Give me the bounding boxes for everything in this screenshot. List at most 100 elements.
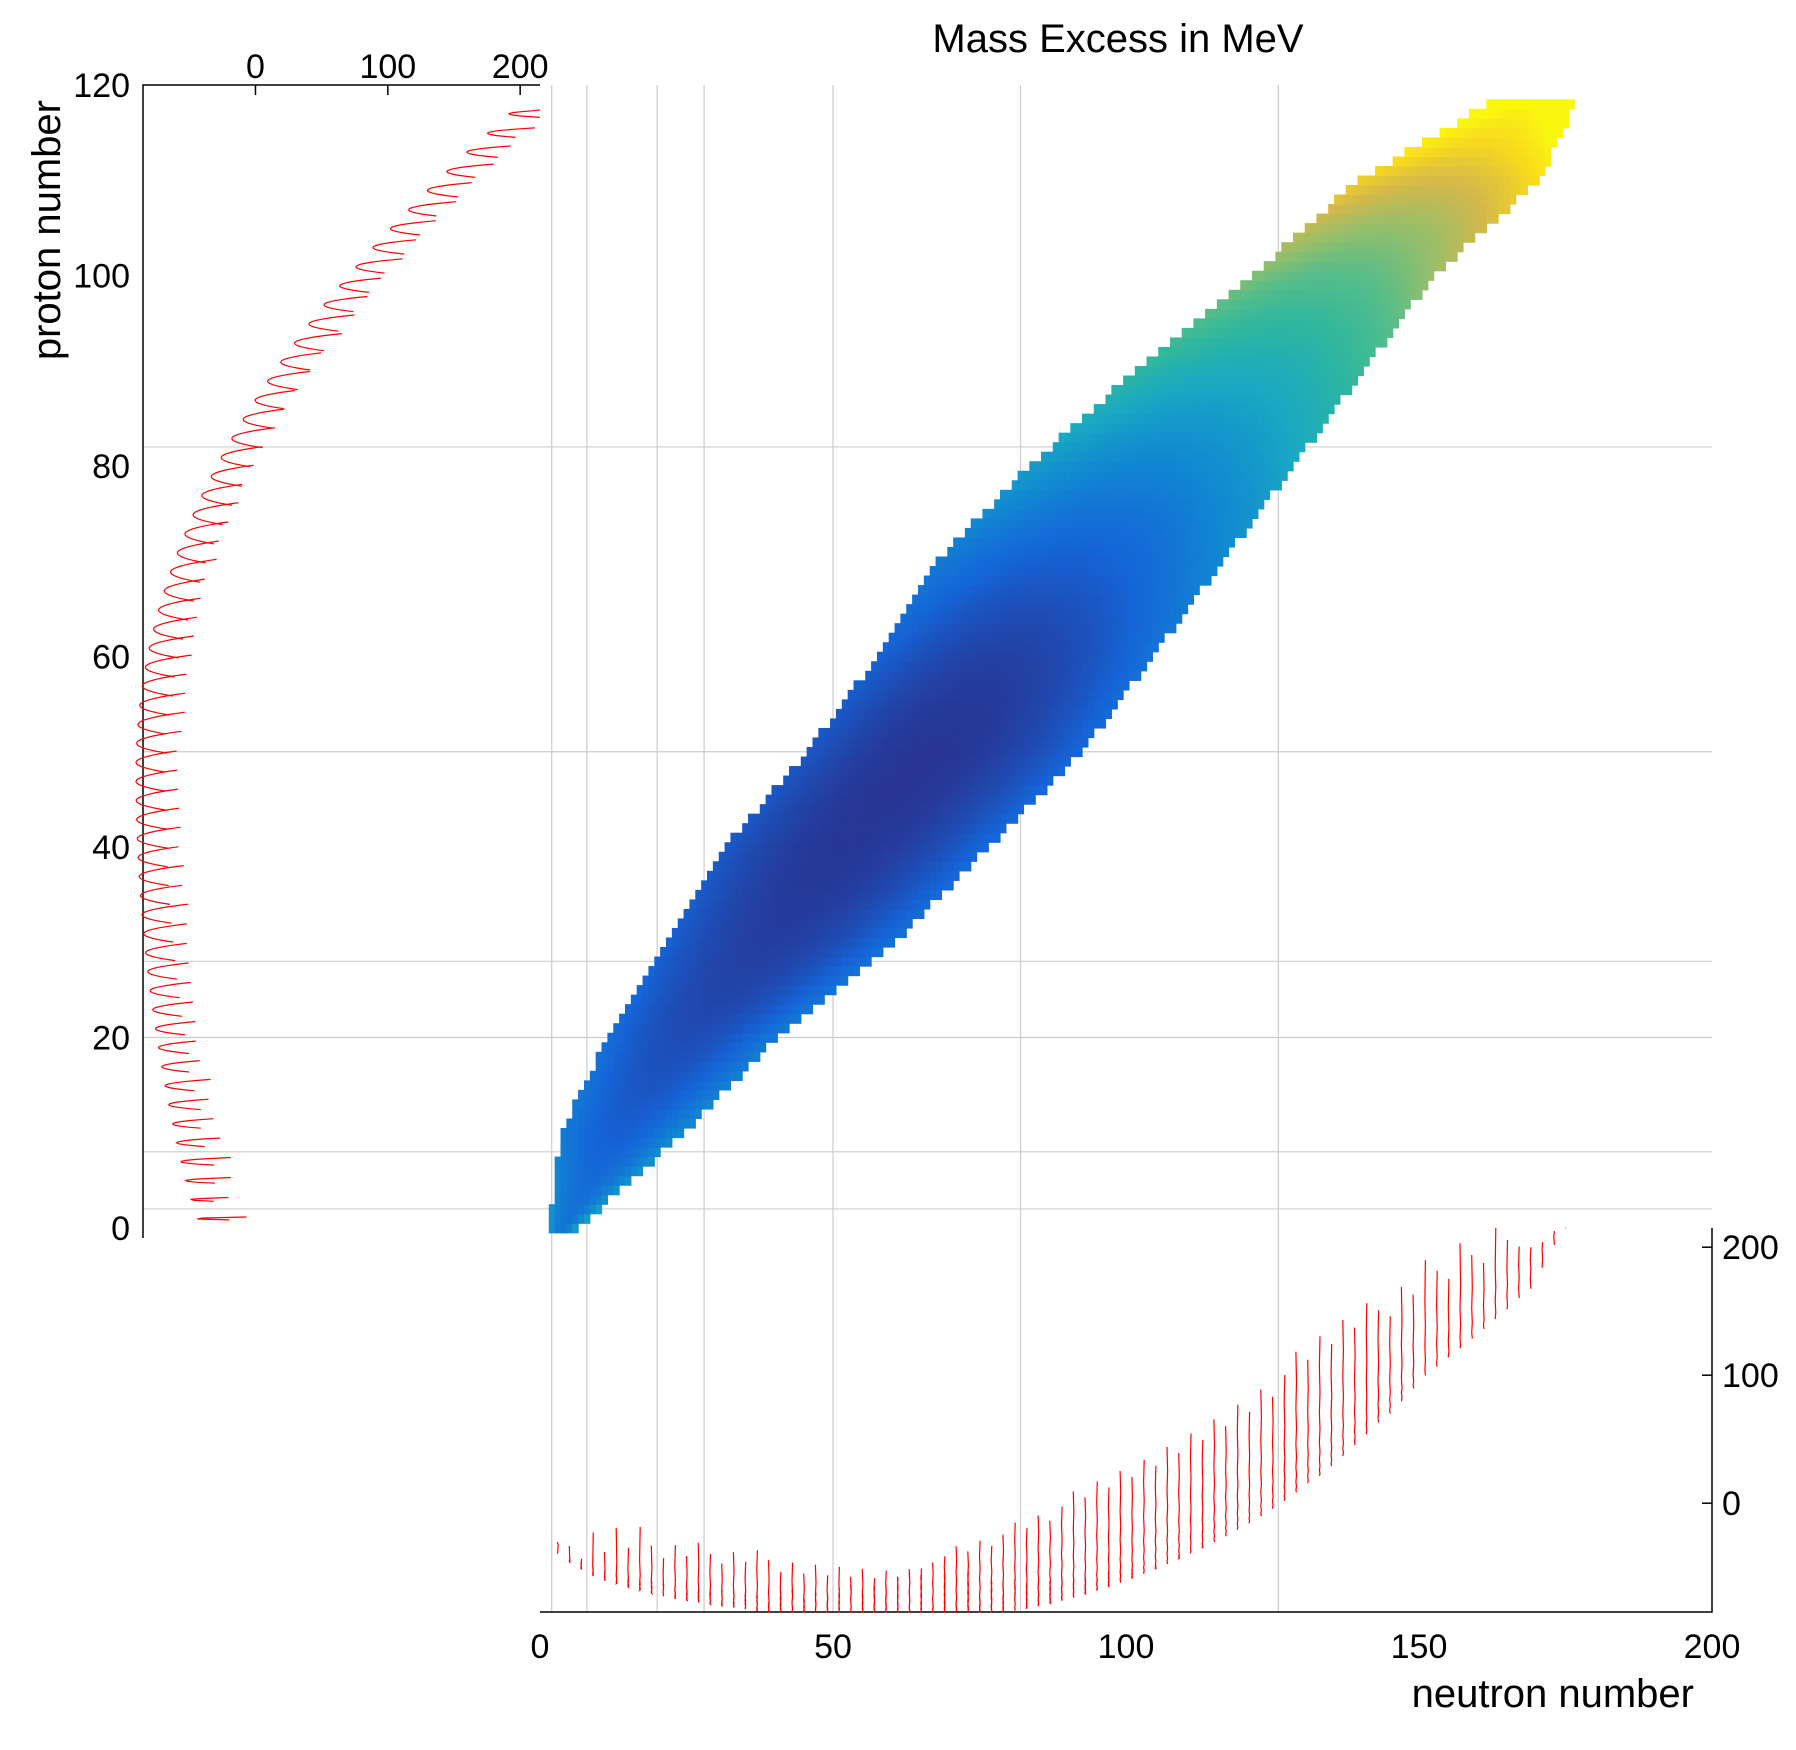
heatmap-cell	[1175, 385, 1183, 396]
heatmap-cell	[1105, 480, 1112, 491]
heatmap-cell	[894, 775, 901, 786]
heatmap-cell	[1076, 604, 1083, 615]
heatmap-cell	[1011, 623, 1019, 634]
heatmap-cell	[1046, 689, 1054, 700]
heatmap-cell	[970, 804, 978, 815]
heatmap-cell	[1052, 718, 1060, 729]
heatmap-cell	[1363, 318, 1370, 329]
heatmap-cell	[900, 899, 907, 910]
heatmap-cell	[1339, 270, 1347, 281]
heatmap-cell	[777, 880, 784, 891]
heatmap-cell	[1064, 489, 1071, 500]
heatmap-cell	[1451, 156, 1458, 167]
heatmap-cell	[806, 908, 814, 920]
y-tick-label: 80	[92, 448, 130, 486]
heatmap-cell	[865, 766, 872, 777]
heatmap-cell	[853, 804, 860, 815]
heatmap-cell	[1164, 566, 1171, 577]
heatmap-cell	[1334, 365, 1341, 377]
heatmap-cell	[1140, 651, 1148, 662]
heatmap-cell	[1416, 242, 1423, 253]
heatmap-cell	[665, 1023, 673, 1034]
heatmap-cell	[1128, 432, 1136, 443]
heatmap-cell	[1164, 604, 1171, 615]
heatmap-cell	[1404, 213, 1411, 224]
heatmap-cell	[806, 746, 814, 758]
heatmap-cell	[871, 699, 878, 710]
heatmap-cell	[900, 889, 907, 900]
heatmap-cell	[736, 1051, 743, 1062]
heatmap-cell	[1533, 175, 1540, 186]
heatmap-cell	[841, 975, 849, 986]
heatmap-cell	[1316, 232, 1323, 243]
heatmap-cell	[1427, 156, 1435, 167]
heatmap-cell	[964, 737, 972, 748]
heatmap-cell	[777, 832, 784, 843]
heatmap-cell	[1175, 442, 1183, 453]
heatmap-cell	[689, 937, 696, 948]
heatmap-cell	[789, 966, 796, 977]
bottom-series-line	[1447, 1278, 1450, 1358]
heatmap-cell	[1328, 213, 1335, 224]
heatmap-cell	[1023, 508, 1030, 519]
heatmap-cell	[1328, 404, 1335, 415]
heatmap-cell	[648, 1127, 655, 1139]
heatmap-cell	[1076, 527, 1083, 539]
heatmap-cell	[1503, 146, 1511, 158]
heatmap-cell	[1257, 318, 1265, 329]
heatmap-cell	[1544, 156, 1552, 167]
heatmap-cell	[1134, 442, 1142, 453]
heatmap-cell	[882, 670, 890, 681]
heatmap-cell	[917, 908, 925, 920]
heatmap-cell	[835, 842, 843, 853]
heatmap-cell	[578, 1166, 585, 1177]
heatmap-cell	[853, 737, 860, 748]
heatmap-cell	[871, 918, 878, 929]
heatmap-cell	[841, 880, 849, 891]
heatmap-cell	[882, 880, 890, 891]
heatmap-cell	[1503, 175, 1511, 186]
heatmap-cell	[912, 651, 919, 662]
heatmap-cell	[742, 908, 749, 920]
heatmap-cell	[1486, 108, 1493, 119]
heatmap-cell	[1193, 442, 1200, 453]
heatmap-cell	[923, 804, 931, 815]
heatmap-cell	[894, 823, 901, 834]
heatmap-cell	[988, 566, 995, 577]
heatmap-cell	[1339, 365, 1347, 377]
heatmap-cell	[1052, 489, 1060, 500]
heatmap-cell	[665, 947, 673, 958]
heatmap-cell	[1334, 327, 1341, 339]
heatmap-cell	[1175, 499, 1183, 510]
heatmap-cell	[1298, 280, 1306, 291]
heatmap-cell	[712, 994, 720, 1005]
heatmap-cell	[1187, 537, 1194, 548]
heatmap-cell	[794, 851, 802, 862]
heatmap-cell	[1304, 346, 1312, 358]
heatmap-cell	[1298, 308, 1306, 319]
heatmap-cell	[1345, 194, 1353, 205]
heatmap-cell	[859, 918, 866, 929]
heatmap-cell	[953, 680, 960, 691]
heatmap-cell	[882, 918, 890, 929]
heatmap-cell	[1023, 585, 1030, 596]
heatmap-cell	[1246, 346, 1253, 358]
heatmap-cell	[1146, 470, 1153, 481]
heatmap-cell	[1263, 451, 1271, 462]
heatmap-cell	[1275, 251, 1282, 262]
heatmap-cell	[853, 918, 860, 929]
heatmap-cell	[665, 1108, 673, 1120]
heatmap-cell	[748, 1004, 755, 1015]
heatmap-cell	[824, 937, 831, 948]
heatmap-cell	[1199, 575, 1206, 586]
heatmap-cell	[1480, 127, 1487, 138]
heatmap-cell	[1263, 394, 1271, 405]
heatmap-cell	[1468, 156, 1476, 167]
heatmap-cell	[1351, 327, 1359, 339]
heatmap-cell	[1146, 404, 1153, 415]
heatmap-cell	[824, 842, 831, 853]
heatmap-cell	[1058, 604, 1066, 615]
heatmap-cell	[900, 851, 907, 862]
heatmap-cell	[1205, 432, 1212, 443]
heatmap-cell	[853, 813, 860, 824]
